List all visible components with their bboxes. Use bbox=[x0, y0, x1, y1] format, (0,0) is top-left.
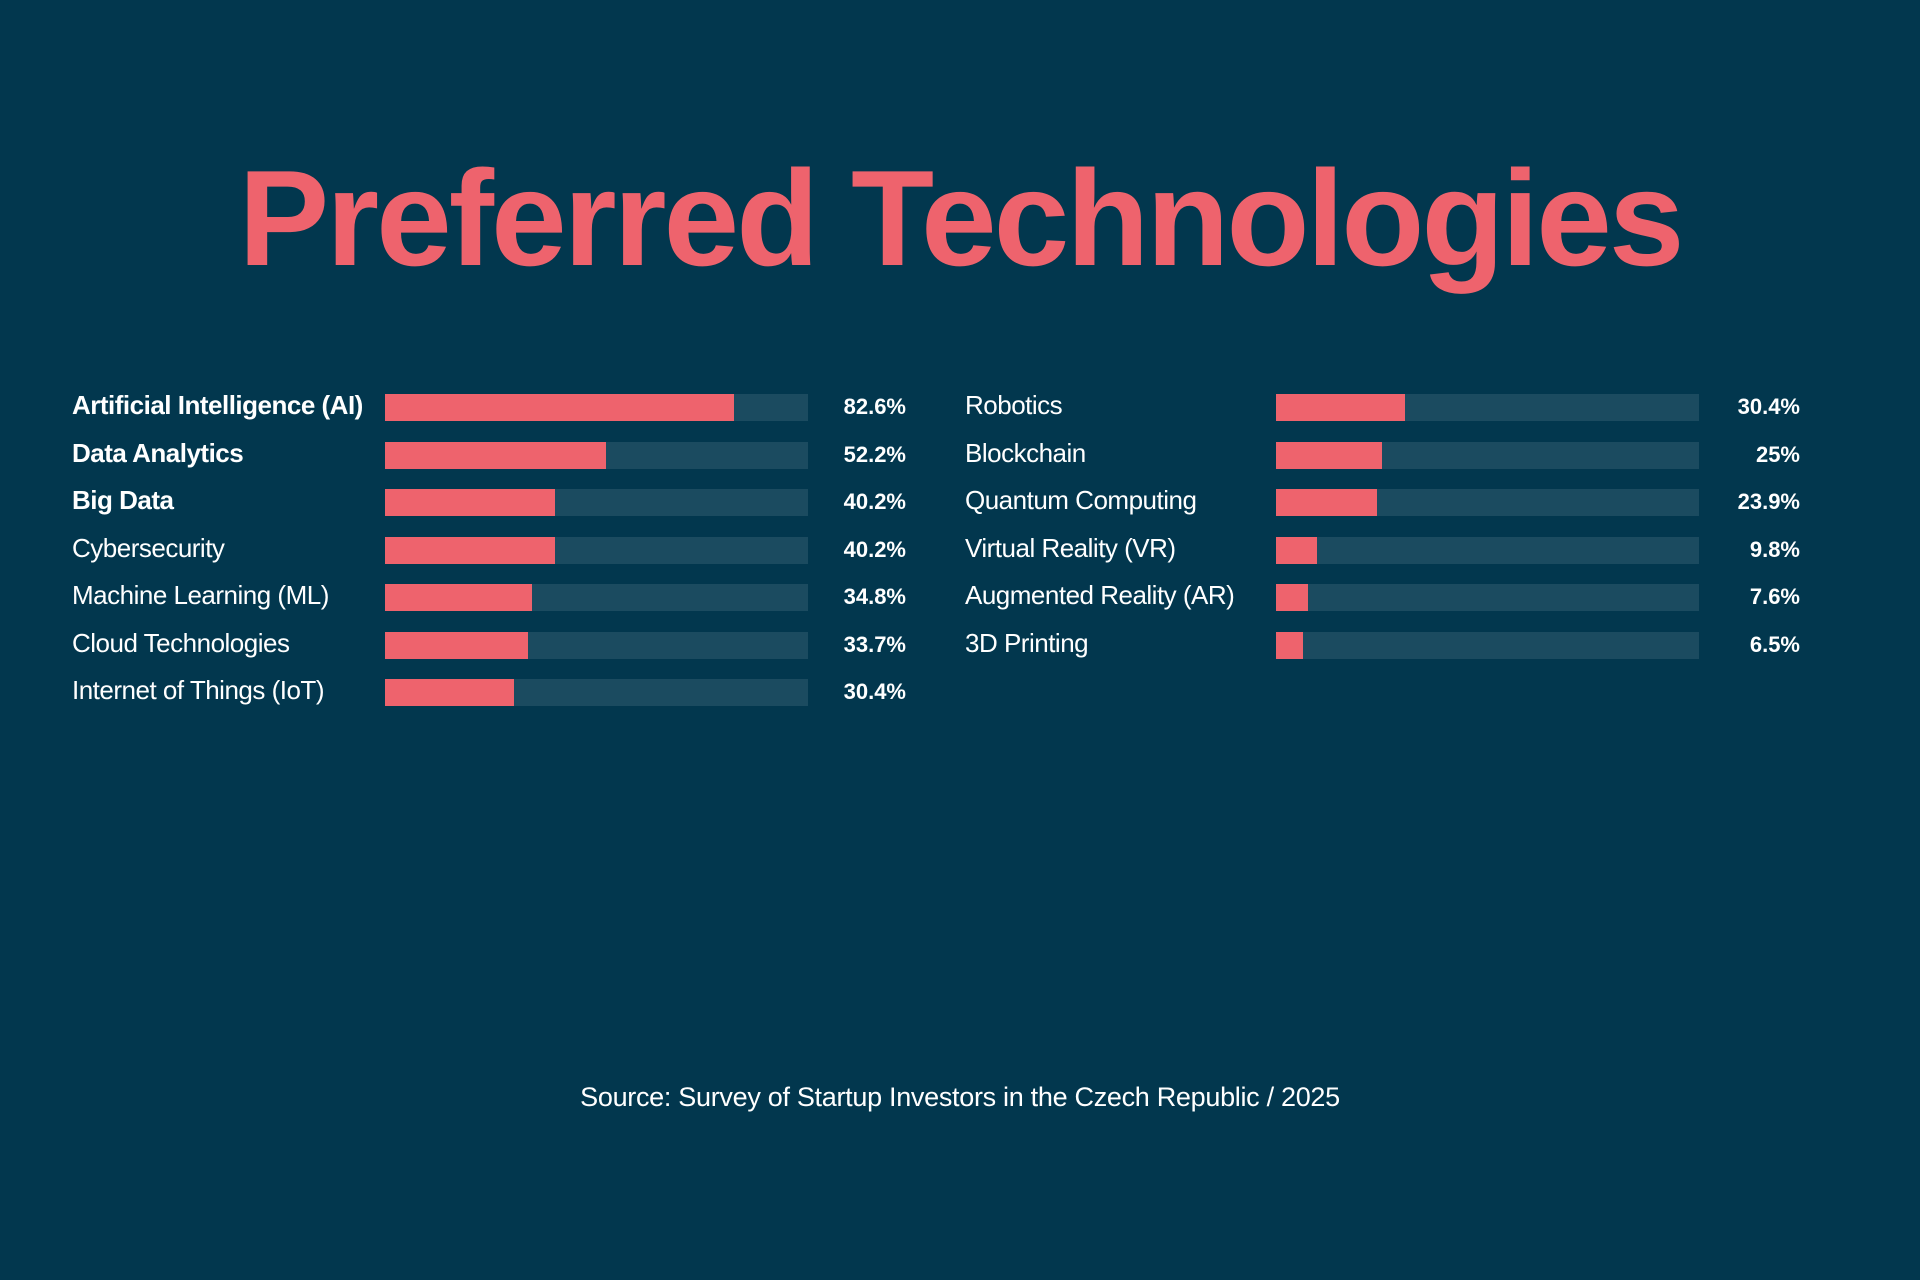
bar-row: Cybersecurity 40.2% bbox=[0, 533, 1920, 565]
bar-row: 3D Printing 6.5% bbox=[0, 628, 1920, 660]
bar-track bbox=[385, 679, 808, 706]
value-label: 52.2% bbox=[843, 441, 906, 467]
category-label: Machine Learning (ML) bbox=[72, 580, 329, 610]
bar-row: Cloud Technologies 33.7% bbox=[0, 628, 1920, 660]
chart-title: Preferred Technologies bbox=[238, 142, 1684, 294]
bar-track bbox=[1276, 536, 1699, 564]
bar-track bbox=[1276, 441, 1699, 469]
bar-track bbox=[1276, 489, 1699, 516]
value-label: 40.2% bbox=[843, 536, 906, 562]
bar-row: Internet of Things (IoT) 30.4% bbox=[0, 675, 1920, 707]
category-label: Artificial Intelligence (AI) bbox=[72, 390, 363, 420]
value-label: 6.5% bbox=[1749, 631, 1800, 657]
category-label: Augmented Reality (AR) bbox=[965, 580, 1235, 610]
bar bbox=[385, 536, 556, 564]
bar-row: Big Data 40.2% bbox=[0, 485, 1920, 517]
category-label: Virtual Reality (VR) bbox=[965, 532, 1176, 563]
bar bbox=[385, 489, 556, 516]
value-label: 30.4% bbox=[843, 679, 906, 704]
bar bbox=[385, 679, 514, 706]
bar-row: Virtual Reality (VR) 9.8% bbox=[0, 533, 1920, 565]
value-label: 9.8% bbox=[1749, 536, 1800, 562]
category-label: Cybersecurity bbox=[72, 532, 225, 563]
value-label: 33.7% bbox=[843, 631, 906, 657]
value-label: 23.9% bbox=[1737, 489, 1800, 514]
category-label: Blockchain bbox=[965, 437, 1086, 468]
bar-track bbox=[385, 394, 808, 421]
bar bbox=[1276, 441, 1382, 469]
bar bbox=[1276, 536, 1318, 564]
category-label: 3D Printing bbox=[965, 627, 1089, 658]
bar-row: Augmented Reality (AR) 7.6% bbox=[0, 580, 1920, 612]
value-label: 40.2% bbox=[843, 489, 906, 514]
value-label: 82.6% bbox=[843, 394, 906, 419]
bar-track bbox=[385, 631, 808, 659]
bar bbox=[1276, 584, 1309, 611]
bar-track bbox=[385, 489, 808, 516]
source-note: Source: Survey of Startup Investors in t… bbox=[580, 1082, 1340, 1112]
bar bbox=[385, 394, 735, 421]
category-label: Big Data bbox=[72, 485, 174, 515]
bar-track bbox=[1276, 631, 1699, 659]
bar-track bbox=[385, 441, 808, 469]
bar bbox=[385, 584, 533, 611]
category-label: Cloud Technologies bbox=[72, 627, 290, 658]
category-label: Data Analytics bbox=[72, 437, 244, 468]
category-label: Quantum Computing bbox=[965, 485, 1197, 515]
value-label: 7.6% bbox=[1749, 584, 1800, 609]
category-label: Internet of Things (IoT) bbox=[72, 675, 324, 705]
bar-track bbox=[1276, 584, 1699, 611]
bar bbox=[1276, 489, 1378, 516]
value-label: 34.8% bbox=[843, 584, 906, 609]
bar-row: Blockchain 25% bbox=[0, 438, 1920, 470]
bar-row: Quantum Computing 23.9% bbox=[0, 485, 1920, 517]
bar bbox=[1276, 631, 1304, 659]
bar bbox=[385, 631, 528, 659]
bar-row: Robotics 30.4% bbox=[0, 390, 1920, 422]
bar-track bbox=[385, 536, 808, 564]
bar-track bbox=[385, 584, 808, 611]
value-label: 25% bbox=[1755, 441, 1800, 467]
bar bbox=[1276, 394, 1405, 421]
bar-row: Machine Learning (ML) 34.8% bbox=[0, 580, 1920, 612]
bar-row: Artificial Intelligence (AI) 82.6% bbox=[0, 390, 1920, 422]
value-label: 30.4% bbox=[1737, 394, 1800, 419]
bar-row: Data Analytics 52.2% bbox=[0, 438, 1920, 470]
bar-track bbox=[1276, 394, 1699, 421]
category-label: Robotics bbox=[965, 390, 1063, 420]
bar bbox=[385, 441, 606, 469]
